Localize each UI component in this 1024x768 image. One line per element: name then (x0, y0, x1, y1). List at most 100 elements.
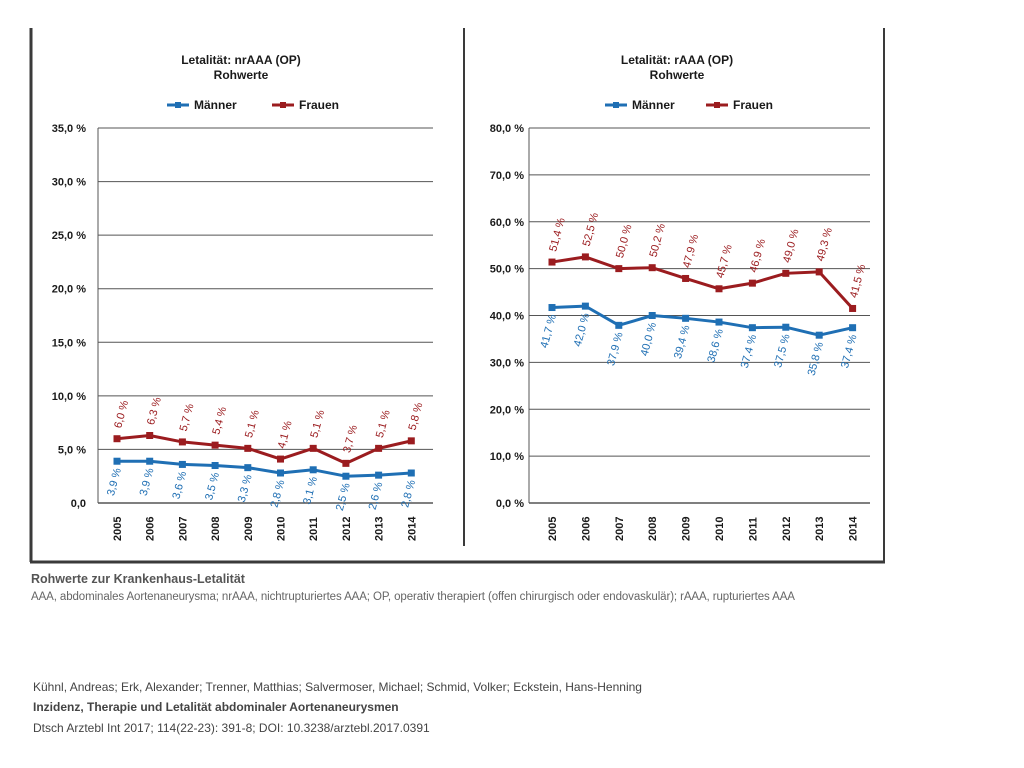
chart1-data-label-frauen: 5,1 % (309, 409, 328, 439)
chart2-data-label-maenner: 40,0 % (639, 321, 660, 357)
chart2-ytick-label: 20,0 % (490, 404, 524, 416)
chart1-xtick-label: 2006 (145, 517, 157, 541)
chart1-legend-maenner-marker (175, 102, 181, 108)
chart2-xtick-label: 2005 (547, 517, 559, 541)
chart1-ytick-label: 25,0 % (52, 230, 86, 242)
chart2-ytick-label: 0,0 % (496, 498, 524, 510)
chart1-point-frauen (375, 444, 383, 452)
chart2-data-label-maenner: 37,9 % (605, 331, 626, 367)
chart1-xtick-label: 2007 (177, 517, 189, 541)
chart1-point-frauen (407, 437, 415, 445)
chart1-point-frauen (309, 444, 317, 452)
figure-caption-body: AAA, abdominales Aortenaneurysma; nrAAA,… (31, 591, 795, 603)
chart1-ytick-label: 10,0 % (52, 391, 86, 403)
chart1-point-frauen (342, 459, 350, 467)
chart2-xtick-label: 2009 (681, 517, 693, 541)
chart1-xtick-label: 2009 (243, 517, 255, 541)
chart2-data-label-maenner: 35,8 % (806, 341, 827, 377)
chart1-data-label-maenner: 2,5 % (334, 482, 353, 512)
chart1-point-frauen (146, 432, 154, 439)
chart1-point-frauen (113, 435, 121, 443)
chart1-legend-frauen-marker (280, 102, 286, 108)
chart2-xtick-label: 2014 (848, 516, 860, 541)
chart1-data-label-frauen: 5,4 % (210, 405, 229, 435)
chart2-ytick-label: 10,0 % (490, 451, 524, 463)
figure-caption-title: Rohwerte zur Krankenhaus-Letalität (31, 572, 245, 586)
chart1-xtick-label: 2005 (112, 517, 124, 541)
chart2-xtick-label: 2011 (747, 517, 759, 541)
chart2-data-label-frauen: 52,5 % (581, 211, 602, 247)
chart1-data-label-frauen: 5,1 % (374, 409, 393, 439)
chart2-xtick-label: 2010 (714, 517, 726, 541)
chart2-xtick-label: 2012 (781, 517, 793, 541)
chart2-ytick-label: 40,0 % (490, 311, 524, 323)
chart2-point-frauen (815, 268, 823, 276)
chart1-xtick-label: 2013 (374, 517, 386, 541)
chart1-ytick-label: 35,0 % (52, 123, 86, 135)
chart2-data-label-maenner: 39,4 % (672, 324, 693, 360)
chart2-data-label-frauen: 45,7 % (714, 243, 735, 279)
chart1-data-label-frauen: 5,8 % (407, 401, 426, 431)
chart2-point-maenner (849, 324, 857, 332)
chart2-data-label-maenner: 37,4 % (839, 333, 860, 369)
chart1-legend-maenner-label: Männer (194, 98, 237, 112)
chart1-series-frauen-line (116, 434, 412, 465)
chart2-data-label-frauen: 50,0 % (614, 223, 635, 259)
chart2-xtick-label: 2013 (814, 517, 826, 541)
chart1-xtick-label: 2010 (276, 517, 288, 541)
chart1-ytick-label: 30,0 % (52, 177, 86, 189)
chart1-data-label-maenner: 2,8 % (269, 478, 288, 508)
chart2-ytick-label: 80,0 % (490, 123, 524, 135)
chart1-data-label-maenner: 3,9 % (105, 467, 124, 497)
chart1-point-maenner (277, 469, 284, 477)
chart1-xtick-label: 2011 (308, 517, 320, 541)
chart1-subtitle: Rohwerte (214, 68, 269, 82)
chart2-point-frauen (648, 264, 656, 272)
chart1-data-label-frauen: 4,1 % (276, 419, 295, 449)
chart1-point-maenner (375, 471, 383, 479)
chart1-legend-frauen-label: Frauen (299, 98, 339, 112)
chart1-xtick-label: 2014 (406, 516, 418, 541)
chart2-point-maenner (815, 331, 823, 339)
chart1-point-maenner (146, 457, 154, 465)
chart2-legend-maenner-marker (613, 102, 619, 108)
chart1-ytick-label: 0,0 (71, 498, 86, 510)
chart2-data-label-frauen: 47,9 % (681, 233, 702, 269)
chart1-point-maenner (342, 472, 350, 480)
chart1-data-label-maenner: 3,1 % (301, 475, 320, 505)
chart1-point-frauen (178, 438, 186, 446)
chart2-point-frauen (615, 265, 623, 273)
chart1-point-maenner (309, 466, 317, 474)
chart1-point-maenner (211, 462, 219, 469)
chart1-data-label-frauen: 5,7 % (178, 402, 197, 432)
chart2-data-label-frauen: 50,2 % (648, 222, 669, 258)
chart1-xtick-label: 2012 (341, 517, 353, 541)
chart1-data-label-maenner: 3,5 % (203, 471, 222, 501)
chart1-title: Letalität: nrAAA (OP) (181, 53, 301, 67)
chart2-point-maenner (615, 321, 623, 329)
chart2-data-label-maenner: 41,7 % (538, 313, 559, 349)
citation-title: Inzidenz, Therapie und Letalität abdomin… (33, 700, 399, 714)
chart2-point-frauen (715, 285, 723, 293)
chart1-series-maenner-line (117, 459, 412, 478)
chart2-point-maenner (715, 318, 723, 326)
chart1-point-maenner (113, 457, 121, 465)
chart2-point-frauen (748, 279, 756, 287)
chart2-legend-maenner-label: Männer (632, 98, 675, 112)
chart2-point-maenner (748, 324, 756, 332)
chart2-data-label-maenner: 37,5 % (772, 333, 793, 369)
chart1-point-maenner (178, 460, 186, 468)
chart1-ytick-label: 5,0 % (58, 444, 86, 456)
chart1-ytick-label: 15,0 % (52, 337, 86, 349)
chart1-data-label-maenner: 3,9 % (138, 467, 157, 497)
chart2-point-maenner (682, 314, 690, 322)
chart1-data-label-maenner: 2,6 % (367, 481, 386, 511)
chart2-xtick-label: 2008 (647, 517, 659, 541)
chart2-ytick-label: 70,0 % (490, 170, 524, 182)
chart2-point-frauen (682, 274, 690, 282)
chart1-data-label-maenner: 3,3 % (236, 473, 255, 503)
chart1-data-label-frauen: 6,0 % (112, 399, 131, 429)
chart2-point-maenner (648, 312, 656, 319)
chart2-data-label-frauen: 49,3 % (815, 226, 836, 262)
chart2-subtitle: Rohwerte (650, 68, 705, 82)
